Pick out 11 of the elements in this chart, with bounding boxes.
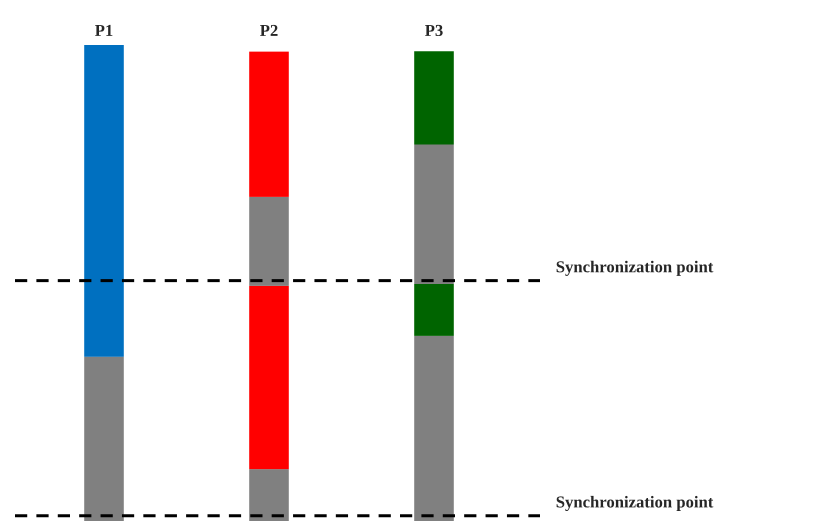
bar <box>414 336 454 521</box>
bar <box>249 469 289 521</box>
bar <box>249 196 289 286</box>
bar <box>84 356 124 521</box>
x-tick-label: P3 <box>425 24 443 36</box>
x-tick-label: P1 <box>95 24 112 36</box>
ref-line-label: Synchronization point <box>556 496 714 512</box>
x-tick-label: P2 <box>260 24 278 36</box>
ref-line-label: Synchronization point <box>556 260 714 276</box>
bar <box>84 45 124 357</box>
bar <box>414 144 454 284</box>
